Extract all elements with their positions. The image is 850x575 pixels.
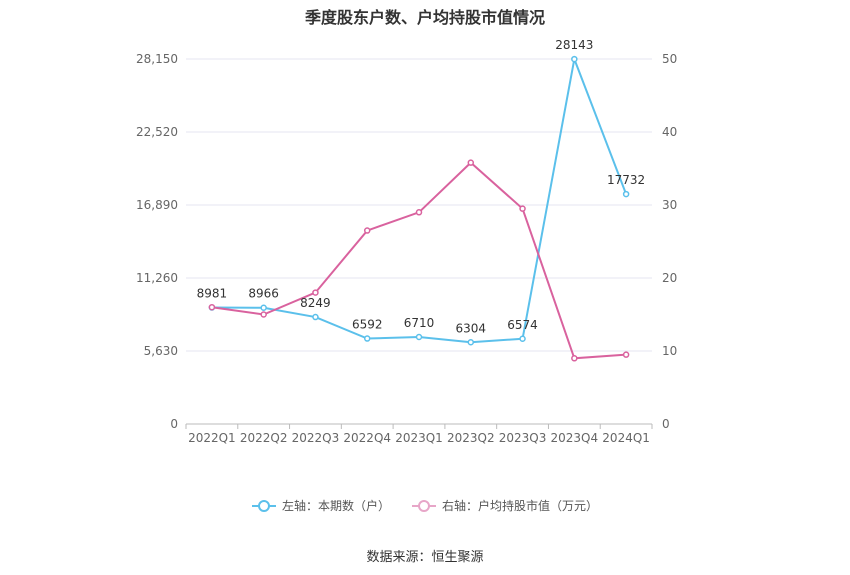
legend-item-left-axis[interactable]: 左轴：本期数（户） [251,497,390,514]
x-tick-label: 2023Q2 [447,431,495,445]
y-right-tick-label: 30 [662,198,677,212]
x-tick-label: 2022Q2 [240,431,288,445]
data-label: 6574 [507,318,538,332]
data-point-avg-value [208,303,216,311]
data-label: 8249 [300,296,331,310]
data-point-shareholders [622,190,630,198]
data-point-avg-value [415,209,423,216]
y-left-tick-label: 11,260 [136,271,178,285]
data-point-shareholders [467,339,475,346]
data-point-avg-value [467,159,475,166]
y-left-tick-label: 0 [170,417,178,431]
data-point-avg-value [363,227,371,234]
y-right-tick-label: 50 [662,52,677,66]
x-tick-label: 2023Q4 [551,431,599,445]
legend: 左轴：本期数（户） 右轴：户均持股市值（万元） [0,497,850,514]
data-point-shareholders [312,313,319,321]
legend-swatch-blue [251,499,276,513]
y-right-tick-label: 20 [662,271,677,285]
x-tick-label: 2024Q1 [602,431,650,445]
data-label: 6592 [352,318,383,332]
y-left-tick-label: 22,520 [136,125,178,139]
data-point-shareholders [519,335,526,343]
y-right-tick-label: 40 [662,125,677,139]
data-point-avg-value [519,205,526,212]
data-label: 28143 [555,38,593,52]
data-point-shareholders [363,335,371,342]
y-left-tick-label: 5,630 [144,344,178,358]
y-left-tick-label: 16,890 [136,198,178,212]
legend-swatch-pink [412,499,436,513]
data-label: 6304 [456,321,487,335]
x-tick-label: 2023Q1 [395,431,443,445]
data-label: 8981 [197,287,228,301]
x-tick-label: 2022Q3 [292,431,340,445]
y-right-tick-label: 0 [662,417,670,431]
data-label: 8966 [248,287,279,301]
x-tick-label: 2023Q3 [499,431,547,445]
data-point-avg-value [312,289,319,296]
data-label: 6710 [404,316,435,330]
data-point-shareholders [260,304,267,311]
data-point-avg-value [571,355,578,362]
data-label: 17732 [607,173,645,187]
data-point-shareholders [415,333,423,341]
data-point-avg-value [260,311,267,318]
chart-title: 季度股东户数、户均持股市值情况 [304,8,545,27]
legend-label-left-axis: 左轴：本期数（户） [281,499,390,513]
x-tick-label: 2022Q1 [188,431,236,445]
y-left-tick-label: 28,150 [136,52,178,66]
data-point-shareholders [571,55,578,63]
data-point-avg-value [622,351,630,358]
legend-label-right-axis: 右轴：户均持股市值（万元） [442,499,599,513]
legend-item-right-axis[interactable]: 右轴：户均持股市值（万元） [412,497,598,514]
data-source: 数据来源：恒生聚源 [366,550,484,565]
x-tick-label: 2022Q4 [343,431,391,445]
y-right-tick-label: 10 [662,344,677,358]
